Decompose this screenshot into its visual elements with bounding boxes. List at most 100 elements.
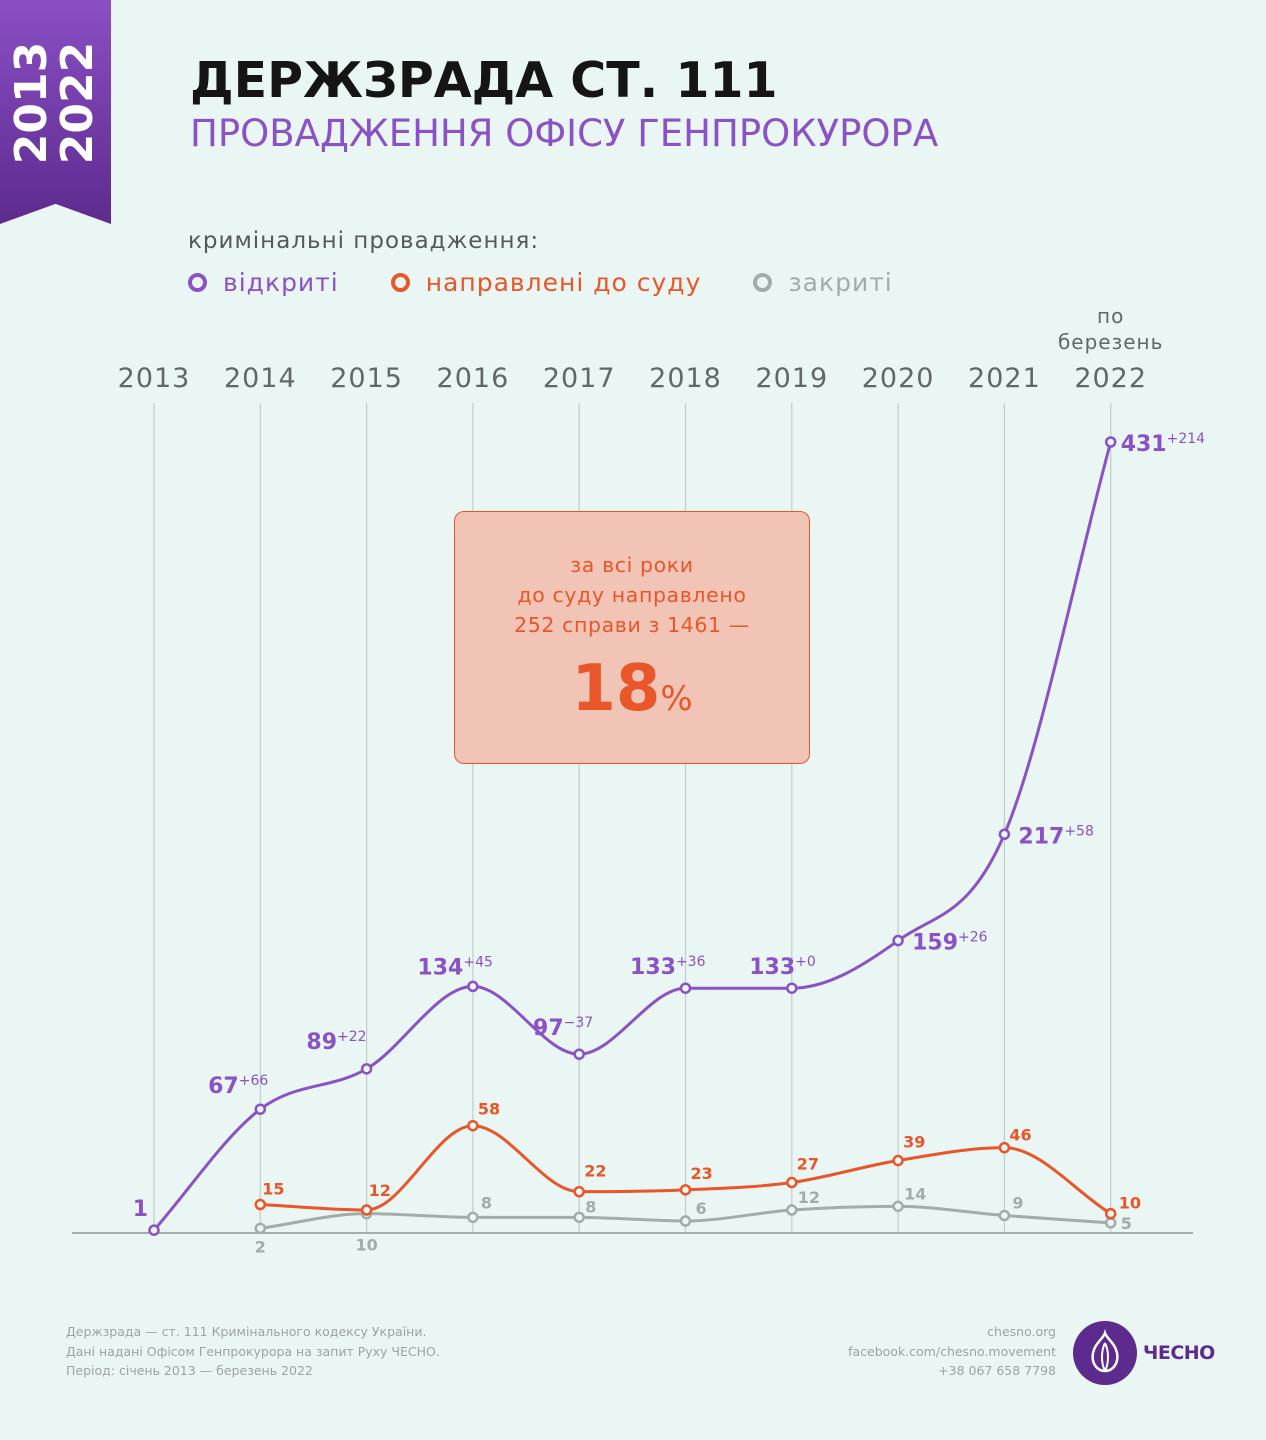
data-label-opened: 133+36 xyxy=(630,954,706,980)
data-label-opened: 1 xyxy=(133,1197,148,1222)
data-label-to-court: 39 xyxy=(903,1133,925,1152)
callout-percent: 18% xyxy=(455,654,809,734)
data-label-opened: 431+214 xyxy=(1121,431,1205,457)
logo-text: ЧЕСНО xyxy=(1143,1342,1215,1364)
page-title: ДЕРЖЗРАДА СТ. 111 xyxy=(190,52,778,109)
data-point xyxy=(1104,1217,1117,1229)
data-point xyxy=(786,1204,798,1216)
data-label-to-court: 10 xyxy=(1119,1194,1141,1213)
data-label-closed: 6 xyxy=(696,1199,707,1218)
summary-callout: за всі роки до суду направлено 252 справ… xyxy=(454,511,810,764)
legend: відкриті направлені до суду закриті xyxy=(188,266,945,298)
data-label-opened: 217+58 xyxy=(1018,823,1093,849)
data-point xyxy=(998,828,1011,841)
data-point xyxy=(254,1103,267,1115)
data-label-opened: 133+0 xyxy=(749,954,816,980)
x-tick-label: 2018 xyxy=(649,363,722,394)
data-point xyxy=(892,1154,904,1167)
garlic-icon xyxy=(1091,1329,1119,1373)
x-tick-note: по xyxy=(1097,304,1124,328)
data-label-closed: 5 xyxy=(1121,1214,1132,1233)
x-tick-label: 2013 xyxy=(118,363,191,394)
data-label-opened: 67+66 xyxy=(208,1073,268,1099)
callout-value: 18 xyxy=(571,652,661,726)
data-label-opened: 159+26 xyxy=(912,930,988,956)
data-label-closed: 12 xyxy=(798,1188,820,1207)
legend-marker-opened xyxy=(188,272,207,292)
page-subtitle: ПРОВАДЖЕННЯ ОФІСУ ГЕНПРОКУРОРА xyxy=(190,112,939,155)
x-tick-note: березень xyxy=(1058,330,1163,354)
data-point xyxy=(467,1119,479,1132)
callout-unit: % xyxy=(660,679,693,719)
data-point xyxy=(679,1215,692,1227)
data-point xyxy=(148,1224,160,1236)
footer-website-link[interactable]: chesno.org xyxy=(987,1324,1056,1339)
data-point xyxy=(998,1209,1011,1222)
year-ribbon xyxy=(0,0,111,224)
data-point xyxy=(573,1211,585,1224)
legend-item-opened: відкриті xyxy=(188,268,339,297)
data-point xyxy=(360,1204,373,1216)
data-label-to-court: 23 xyxy=(691,1164,713,1183)
data-point xyxy=(1104,1207,1117,1220)
data-point xyxy=(679,982,692,994)
footer-facebook-link[interactable]: facebook.com/chesno.movement xyxy=(848,1343,1056,1359)
data-point xyxy=(467,1211,479,1224)
data-point xyxy=(892,1200,904,1213)
data-label-closed: 10 xyxy=(355,1236,377,1255)
x-tick-label: 2022 xyxy=(1074,363,1147,394)
x-tick-label: 2015 xyxy=(330,363,403,394)
data-point xyxy=(679,1184,692,1196)
x-tick-label: 2017 xyxy=(543,363,616,394)
footer-source-line: Держзрада — ст. 111 Кримінального кодекс… xyxy=(66,1324,427,1339)
footer-contacts: chesno.org facebook.com/chesno.movement … xyxy=(848,1322,1056,1381)
data-label-to-court: 46 xyxy=(1009,1126,1031,1145)
data-point xyxy=(892,934,904,947)
callout-line-3: 252 справи з 1461 — xyxy=(514,613,750,637)
data-point xyxy=(467,980,479,993)
legend-marker-to-court xyxy=(390,272,410,292)
data-point xyxy=(573,1185,585,1198)
data-label-to-court: 15 xyxy=(262,1180,284,1199)
data-label-to-court: 12 xyxy=(369,1181,391,1200)
footer-source: Держзрада — ст. 111 Кримінального кодекс… xyxy=(66,1322,440,1381)
data-point xyxy=(998,1141,1011,1154)
x-tick-label: 2020 xyxy=(862,363,935,394)
legend-item-to-court: направлені до суду xyxy=(390,267,702,297)
legend-label-closed: закриті xyxy=(788,267,893,297)
data-point xyxy=(360,1063,373,1075)
data-point xyxy=(1104,436,1117,448)
x-tick-label: 2014 xyxy=(224,363,297,394)
data-label-closed: 14 xyxy=(904,1184,926,1203)
data-label-to-court: 22 xyxy=(584,1162,606,1181)
data-point xyxy=(573,1048,585,1060)
data-label-closed: 9 xyxy=(1012,1194,1023,1213)
legend-marker-closed xyxy=(753,272,773,292)
data-point xyxy=(786,982,798,994)
footer-source-line: Дані надані Офісом Генпрокурора на запит… xyxy=(66,1343,440,1359)
data-point xyxy=(254,1198,267,1211)
data-point xyxy=(786,1176,798,1189)
chesno-logo-icon xyxy=(1073,1321,1137,1385)
x-tick-label: 2021 xyxy=(968,363,1041,394)
data-label-closed: 2 xyxy=(255,1237,266,1256)
legend-label-to-court: направлені до суду xyxy=(425,267,702,297)
data-label-to-court: 27 xyxy=(797,1155,819,1174)
data-label-to-court: 58 xyxy=(478,1100,500,1119)
legend-title: кримінальні провадження: xyxy=(188,228,540,254)
data-label-closed: 8 xyxy=(585,1197,596,1216)
footer-source-line: Період: січень 2013 — березень 2022 xyxy=(66,1363,313,1378)
legend-item-closed: закриті xyxy=(753,268,892,297)
x-tick-label: 2019 xyxy=(755,363,828,394)
x-tick-label: 2016 xyxy=(437,363,510,394)
data-point xyxy=(254,1222,267,1235)
data-label-opened: 97−37 xyxy=(533,1015,593,1041)
data-label-closed: 8 xyxy=(481,1193,492,1212)
footer-phone: +38 067 658 7798 xyxy=(938,1363,1056,1378)
data-label-opened: 134+45 xyxy=(417,954,492,980)
data-label-opened: 89+22 xyxy=(306,1029,366,1055)
callout-line-1: за всі роки xyxy=(570,553,694,577)
legend-label-opened: відкриті xyxy=(223,267,339,297)
callout-line-2: до суду направлено xyxy=(517,583,747,607)
line-chart: 2013 2014 2015 2016 2017 2018 2019 2020 2021 2022… xyxy=(72,304,1205,1256)
